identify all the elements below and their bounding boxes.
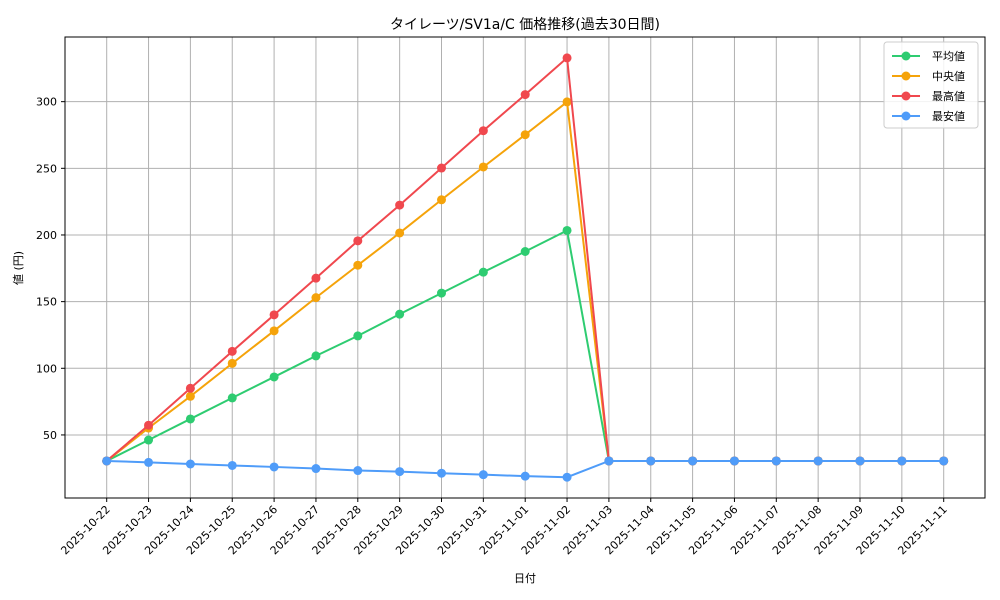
data-point bbox=[144, 457, 154, 467]
y-axis-label: 値 (円) bbox=[12, 251, 25, 285]
data-point bbox=[353, 260, 363, 270]
data-point bbox=[562, 53, 572, 63]
data-point bbox=[562, 225, 572, 235]
data-point bbox=[646, 456, 656, 466]
legend-label: 最安値 bbox=[932, 109, 965, 123]
data-point bbox=[269, 372, 279, 382]
data-point bbox=[604, 456, 614, 466]
data-point bbox=[353, 331, 363, 341]
data-point bbox=[227, 346, 237, 356]
y-axis-ticks: 50 100 150 200 250 300 bbox=[36, 96, 65, 442]
data-point bbox=[185, 391, 195, 401]
legend-box bbox=[883, 41, 979, 129]
data-point bbox=[813, 456, 823, 466]
y-tick-label: 150 bbox=[36, 296, 57, 309]
data-point bbox=[144, 435, 154, 445]
series-3 bbox=[102, 456, 949, 482]
legend-label: 中央値 bbox=[932, 70, 965, 83]
data-point bbox=[520, 130, 530, 140]
grid-lines bbox=[65, 37, 985, 498]
data-point bbox=[939, 456, 949, 466]
data-point bbox=[185, 459, 195, 469]
data-point bbox=[520, 90, 530, 100]
data-point bbox=[353, 236, 363, 246]
data-point bbox=[227, 460, 237, 470]
data-point bbox=[269, 462, 279, 472]
data-point bbox=[729, 456, 739, 466]
data-point bbox=[395, 467, 405, 477]
y-tick-label: 50 bbox=[43, 429, 57, 442]
data-point bbox=[311, 464, 321, 474]
legend-marker bbox=[901, 51, 911, 61]
legend-marker bbox=[901, 91, 911, 101]
data-point bbox=[478, 126, 488, 136]
data-point bbox=[437, 163, 446, 173]
y-tick-label: 200 bbox=[36, 229, 57, 242]
data-point bbox=[395, 200, 405, 210]
legend-marker bbox=[901, 111, 911, 121]
data-point bbox=[311, 273, 321, 283]
data-point bbox=[855, 456, 865, 466]
data-point bbox=[520, 247, 530, 257]
data-point bbox=[562, 472, 572, 482]
data-point bbox=[353, 466, 363, 476]
data-point bbox=[144, 420, 154, 430]
data-point bbox=[520, 471, 530, 481]
data-point bbox=[269, 326, 279, 336]
y-tick-label: 250 bbox=[36, 162, 57, 175]
data-point bbox=[311, 293, 321, 303]
data-point bbox=[688, 456, 698, 466]
data-point bbox=[185, 383, 195, 393]
data-point bbox=[185, 414, 195, 424]
legend-label: 平均値 bbox=[932, 50, 965, 63]
y-tick-label: 100 bbox=[36, 362, 57, 375]
legend-marker bbox=[901, 71, 911, 81]
data-point bbox=[227, 358, 237, 368]
data-point bbox=[478, 267, 488, 277]
data-point bbox=[437, 195, 446, 205]
x-axis-ticks: 2025-10-222025-10-232025-10-242025-10-25… bbox=[58, 498, 950, 557]
data-series bbox=[102, 53, 949, 482]
data-point bbox=[311, 351, 321, 361]
data-point bbox=[227, 393, 237, 403]
data-point bbox=[102, 456, 112, 466]
data-point bbox=[562, 97, 572, 107]
data-point bbox=[437, 468, 446, 478]
data-point bbox=[269, 310, 279, 320]
data-point bbox=[395, 309, 405, 319]
chart-title: タイレーツ/SV1a/C 価格推移(過去30日間) bbox=[390, 17, 660, 33]
y-tick-label: 300 bbox=[36, 96, 57, 109]
data-point bbox=[478, 162, 488, 172]
legend-label: 最高値 bbox=[932, 89, 965, 103]
data-point bbox=[437, 288, 446, 298]
data-point bbox=[771, 456, 781, 466]
x-axis-label: 日付 bbox=[514, 572, 536, 585]
data-point bbox=[897, 456, 907, 466]
data-point bbox=[395, 228, 405, 238]
data-point bbox=[478, 470, 488, 480]
